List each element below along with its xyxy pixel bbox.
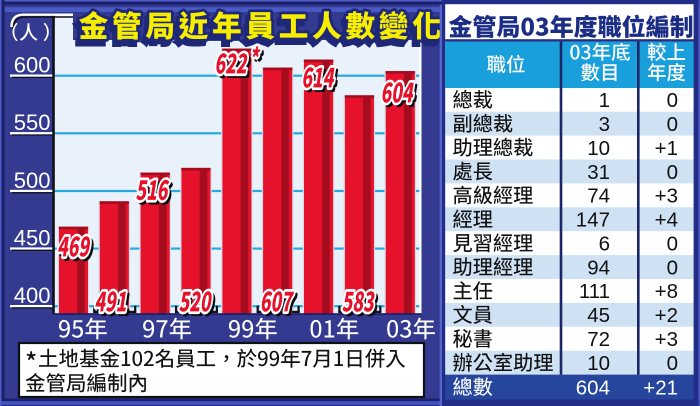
svg-text:6: 6 [599,232,610,255]
svg-text:500: 500 [14,168,51,193]
svg-text:550: 550 [14,110,51,135]
svg-text:45: 45 [587,304,610,327]
svg-text:+3: +3 [655,328,678,351]
svg-text:0: 0 [667,232,678,255]
svg-text:94: 94 [587,256,610,279]
svg-text:+2: +2 [655,304,678,327]
svg-text:0: 0 [667,89,678,112]
svg-text:10: 10 [587,137,610,160]
svg-text:0: 0 [667,352,678,375]
svg-text:74: 74 [587,185,610,208]
svg-text:0: 0 [667,113,678,136]
svg-text:600: 600 [14,53,51,78]
svg-text:0: 0 [667,256,678,279]
svg-text:1: 1 [599,89,610,112]
svg-text:0: 0 [667,161,678,184]
svg-text:147: 147 [576,209,610,232]
svg-text:450: 450 [14,225,51,250]
svg-text:+21: +21 [643,376,678,399]
svg-text:3: 3 [599,113,610,136]
svg-text:72: 72 [587,328,610,351]
svg-text:+8: +8 [655,280,678,303]
svg-text:31: 31 [587,161,610,184]
svg-text:+3: +3 [655,185,678,208]
svg-text:604: 604 [576,376,610,399]
svg-text:+1: +1 [655,137,678,160]
svg-text:111: 111 [579,280,610,303]
svg-text:+4: +4 [655,209,678,232]
svg-text:10: 10 [587,352,610,375]
svg-text:400: 400 [14,283,51,308]
